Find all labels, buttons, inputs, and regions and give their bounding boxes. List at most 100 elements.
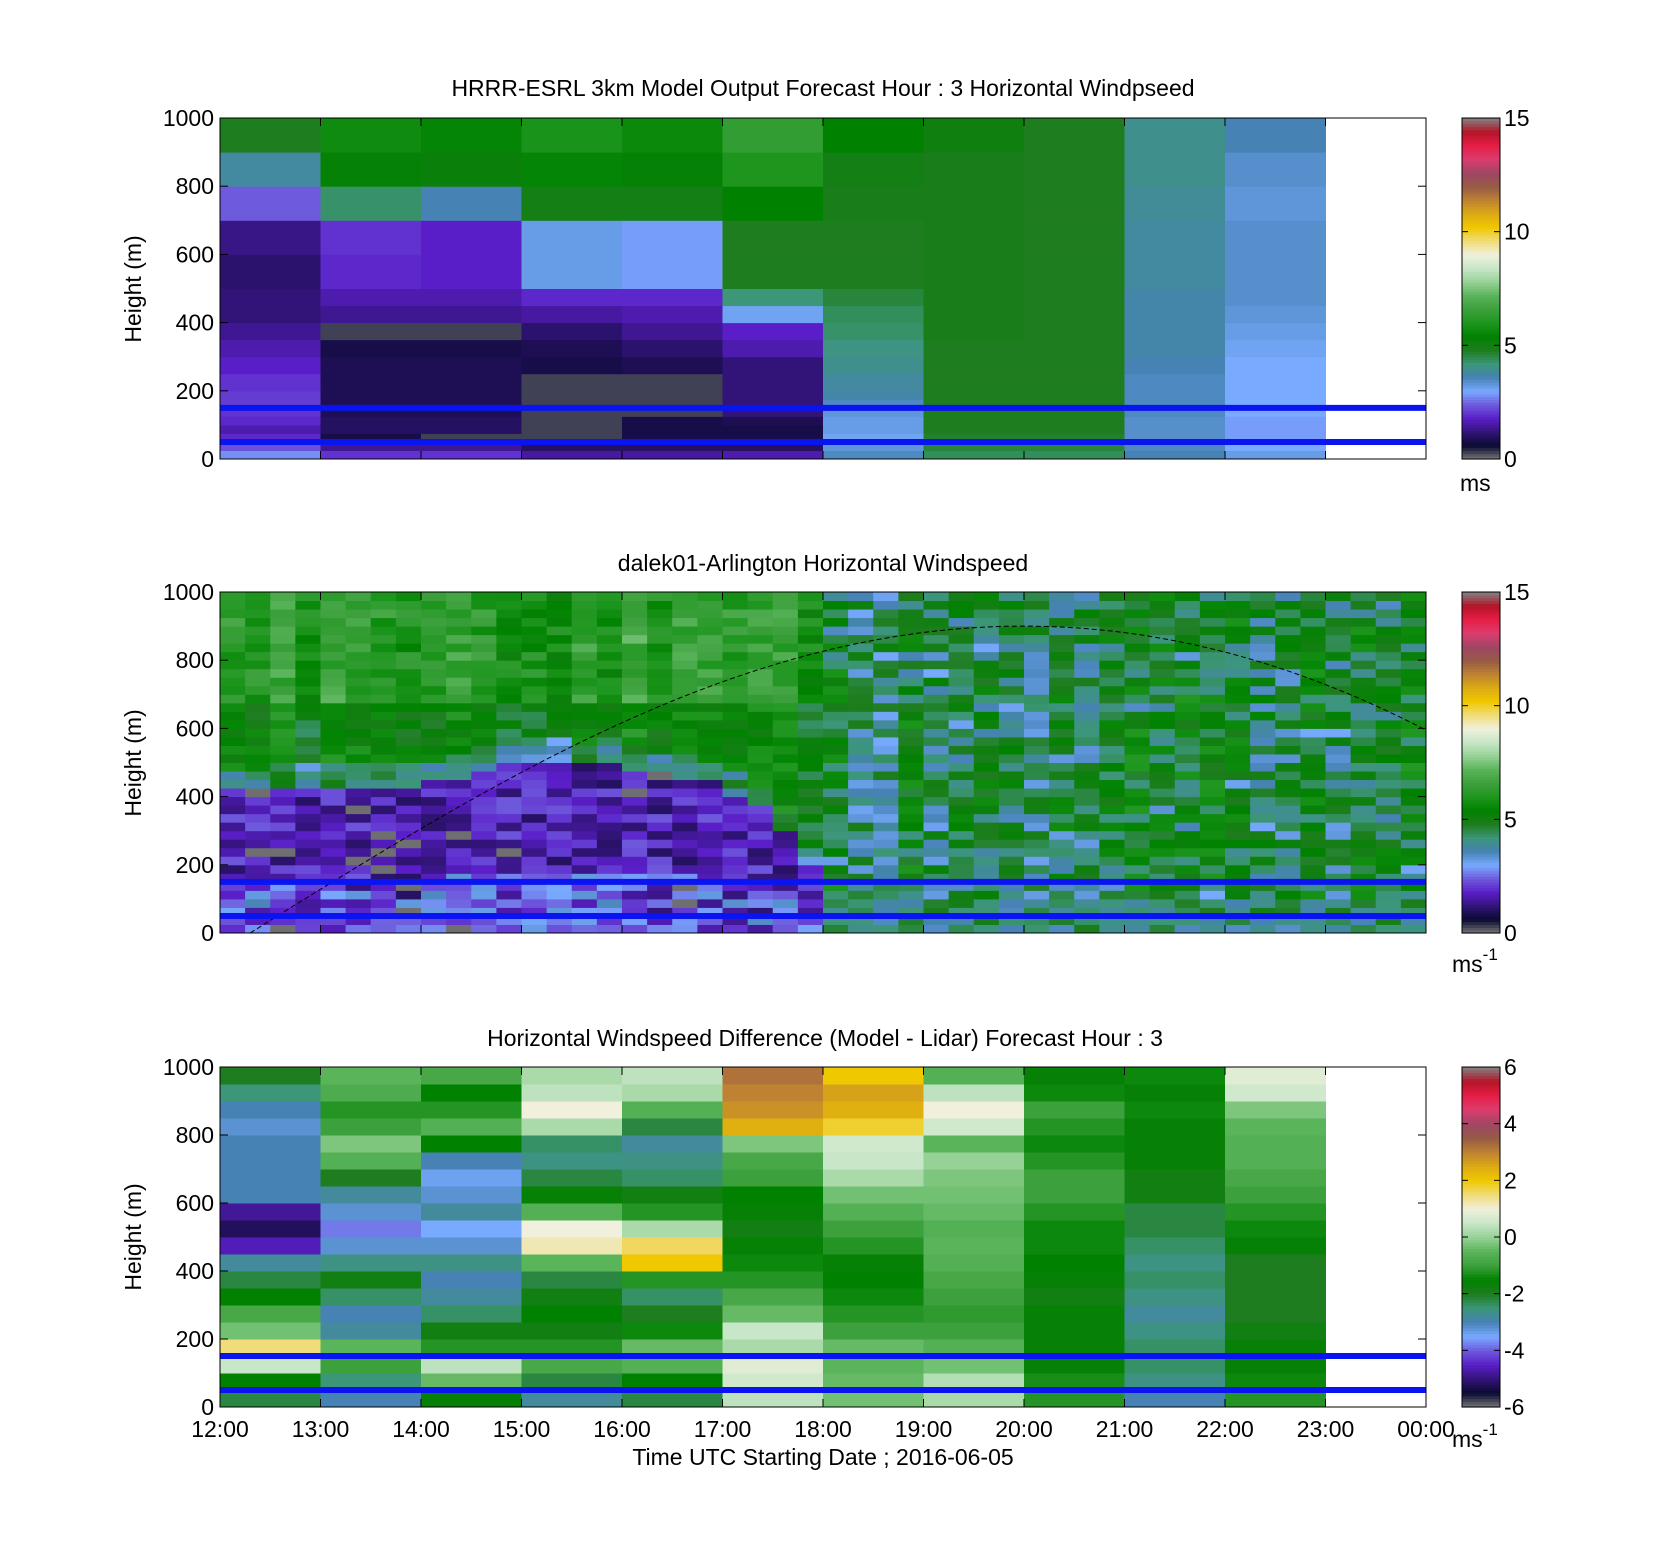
heatmap-cell: [772, 873, 799, 883]
colorbar-tick-label: -4: [1504, 1337, 1525, 1363]
y-tick-label: 1000: [163, 1054, 214, 1080]
heatmap-cell: [647, 694, 673, 704]
heatmap-cell: [1024, 881, 1050, 891]
heatmap-cell: [220, 373, 321, 392]
heatmap-cell: [1250, 711, 1276, 721]
heatmap-cell: [421, 890, 447, 900]
heatmap-cell: [622, 685, 648, 695]
heatmap-cell: [496, 890, 522, 900]
heatmap-cell: [923, 118, 1025, 153]
heatmap-cell: [1275, 651, 1301, 661]
colorbar-swatch: [1462, 265, 1500, 270]
heatmap-cell: [948, 924, 975, 934]
heatmap-cell: [1225, 677, 1251, 687]
heatmap-cell: [295, 839, 321, 849]
colorbar-swatch: [1462, 157, 1500, 162]
heatmap-cell: [1124, 356, 1226, 375]
heatmap-cell: [923, 873, 950, 883]
heatmap-cell: [421, 220, 522, 255]
heatmap-cell: [295, 660, 321, 670]
colorbar-swatch: [1462, 697, 1500, 701]
heatmap-cell: [823, 288, 924, 307]
heatmap-cell: [823, 1373, 924, 1391]
heatmap-cell: [1124, 254, 1226, 289]
heatmap-cell: [370, 609, 397, 619]
x-tick-label: 13:00: [292, 1416, 350, 1442]
heatmap-cell: [1225, 745, 1251, 755]
colorbar-swatch: [1462, 1296, 1500, 1300]
heatmap-cell: [923, 1152, 1025, 1170]
y-tick-label: 200: [176, 378, 214, 404]
heatmap-cell: [898, 728, 924, 738]
heatmap-cell: [1149, 634, 1176, 644]
colorbar-swatch: [1462, 825, 1500, 829]
heatmap-cell: [295, 915, 321, 925]
heatmap-cell: [1074, 753, 1100, 763]
heatmap-cell: [1024, 1254, 1125, 1272]
heatmap-cell: [722, 660, 749, 670]
heatmap-cell: [747, 898, 774, 908]
heatmap-cell: [1325, 600, 1352, 610]
heatmap-cell: [320, 881, 347, 891]
colorbar-swatch: [1462, 842, 1500, 846]
heatmap-cell: [848, 813, 874, 823]
heatmap-cell: [220, 694, 246, 704]
heatmap-cell: [722, 1237, 824, 1255]
heatmap-cell: [1149, 711, 1176, 721]
colorbar-swatch: [1462, 1248, 1500, 1252]
heatmap-cell: [1049, 617, 1075, 627]
colorbar-swatch: [1462, 1401, 1500, 1405]
colorbar-swatch: [1462, 685, 1500, 690]
heatmap-cell: [772, 915, 799, 925]
heatmap-cell: [521, 254, 623, 289]
heatmap-cell: [245, 924, 271, 934]
heatmap-cell: [1225, 643, 1251, 653]
y-tick-label: 400: [176, 784, 214, 810]
heatmap-cell: [1275, 771, 1301, 781]
heatmap-cell: [948, 813, 975, 823]
heatmap-cell: [1225, 1135, 1326, 1153]
heatmap-cell: [295, 779, 321, 789]
heatmap-cell: [772, 890, 799, 900]
heatmap-cell: [446, 736, 472, 746]
heatmap-cell: [1300, 839, 1326, 849]
model-heatmap: [220, 118, 1326, 460]
colorbar-swatch: [1462, 1231, 1500, 1235]
heatmap-cell: [521, 702, 548, 712]
heatmap-cell: [1400, 915, 1427, 925]
heatmap-cell: [546, 856, 573, 866]
heatmap-cell: [622, 1356, 723, 1374]
colorbar-swatch: [1462, 873, 1500, 877]
heatmap-cell: [747, 881, 774, 891]
heatmap-cell: [546, 822, 573, 832]
colorbar-swatch: [1462, 365, 1500, 369]
heatmap-cell: [722, 433, 824, 443]
colorbar-swatch: [1462, 771, 1500, 775]
heatmap-cell: [647, 788, 673, 798]
panel-difference-title: Horizontal Windspeed Difference (Model -…: [487, 1025, 1163, 1051]
heatmap-cell: [596, 677, 623, 687]
heatmap-cell: [546, 643, 573, 653]
heatmap-cell: [873, 822, 899, 832]
heatmap-cell: [1049, 694, 1075, 704]
heatmap-cell: [1199, 609, 1226, 619]
heatmap-cell: [471, 915, 497, 925]
heatmap-cell: [320, 779, 347, 789]
heatmap-cell: [245, 890, 271, 900]
heatmap-cell: [948, 890, 975, 900]
heatmap-cell: [923, 1084, 1025, 1102]
heatmap-cell: [1400, 813, 1427, 823]
heatmap-cell: [998, 915, 1025, 925]
heatmap-cell: [797, 660, 824, 670]
colorbar-swatch: [1462, 1228, 1500, 1232]
heatmap-cell: [1350, 847, 1377, 857]
heatmap-cell: [973, 677, 1000, 687]
heatmap-cell: [848, 643, 874, 653]
colorbar-swatch: [1462, 1132, 1500, 1136]
y-tick-label: 0: [201, 1394, 214, 1420]
heatmap-cell: [1024, 288, 1125, 307]
heatmap-cell: [998, 634, 1025, 644]
heatmap-cell: [320, 890, 347, 900]
heatmap-cell: [1024, 617, 1050, 627]
colorbar-swatch: [1462, 1378, 1500, 1383]
